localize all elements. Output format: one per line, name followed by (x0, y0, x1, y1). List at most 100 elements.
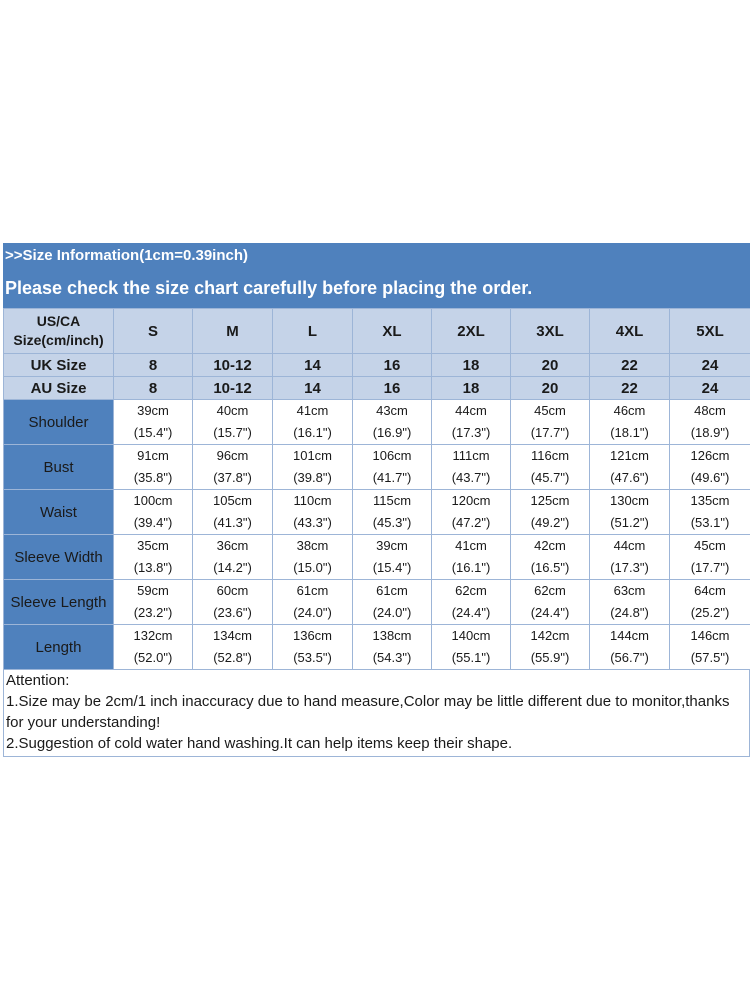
measurement-cell: 64cm (25.2") (669, 579, 750, 625)
measurement-cell: 91cm (35.8") (113, 444, 193, 490)
cm-value: 44cm (613, 538, 646, 553)
au-size-cell: 22 (589, 376, 670, 400)
measurement-cell: 96cm (37.8") (192, 444, 273, 490)
cm-value: 62cm (534, 583, 566, 598)
cm-value: 38cm (296, 538, 329, 553)
measurement-cell: 101cm (39.8") (272, 444, 353, 490)
measurement-row: Bust 91cm (35.8") 96cm (37.8") 101cm (39.8") 10… (3, 444, 750, 490)
inch-value: (23.2") (133, 605, 173, 620)
measurement-row: Sleeve Length 59cm (23.2") 60cm (23.6") 61cm (… (3, 579, 750, 625)
inch-value: (52.8") (213, 650, 252, 665)
cm-value: 62cm (455, 583, 487, 598)
measurement-cell: 46cm (18.1") (589, 399, 670, 445)
au-size-cell: 8 (113, 376, 193, 400)
inch-value: (55.9") (530, 650, 570, 665)
cm-value: 135cm (690, 493, 730, 508)
us-size-row: US/CA Size(cm/inch) S M L XL 2XL 3XL 4XL… (3, 308, 750, 354)
measurement-cell: 61cm (24.0") (352, 579, 432, 625)
inch-value: (17.7") (530, 425, 570, 440)
inch-value: (16.9") (372, 425, 412, 440)
measurement-cell: 115cm (45.3") (352, 489, 432, 535)
cm-value: 106cm (372, 448, 412, 463)
cm-value: 45cm (534, 403, 566, 418)
measurement-cell: 130cm (51.2") (589, 489, 670, 535)
size-header-cell: 3XL (510, 308, 590, 354)
cm-value: 130cm (609, 493, 650, 508)
inch-value: (24.0") (293, 605, 332, 620)
measurement-cell: 60cm (23.6") (192, 579, 273, 625)
measurement-cell: 146cm (57.5") (669, 624, 750, 670)
inch-value: (17.3") (451, 425, 491, 440)
size-header-cell: XL (352, 308, 432, 354)
cm-value: 35cm (137, 538, 169, 553)
attention-notes: Attention: 1.Size may be 2cm/1 inch inac… (3, 670, 750, 757)
cm-value: 115cm (372, 493, 412, 508)
inch-value: (52.0") (133, 650, 173, 665)
inch-value: (51.2") (610, 515, 649, 530)
cm-value: 45cm (694, 538, 726, 553)
cm-value: 100cm (133, 493, 173, 508)
inch-value: (24.8") (610, 605, 649, 620)
size-unit-label: Size(cm/inch) (13, 332, 104, 348)
measurement-cell: 43cm (16.9") (352, 399, 432, 445)
cm-value: 116cm (530, 448, 570, 463)
inch-value: (15.4") (372, 560, 412, 575)
measurement-cell: 41cm (16.1") (272, 399, 353, 445)
measurement-cell: 140cm (55.1") (431, 624, 511, 670)
uk-size-cell: 20 (510, 353, 590, 377)
au-size-cell: 14 (272, 376, 353, 400)
measurement-cell: 61cm (24.0") (272, 579, 353, 625)
uk-size-cell: 14 (272, 353, 353, 377)
cm-value: 105cm (212, 493, 253, 508)
cm-value: 39cm (376, 538, 408, 553)
attention-title: Attention: (6, 672, 70, 689)
size-header-cell: 4XL (589, 308, 670, 354)
cm-value: 39cm (137, 403, 169, 418)
measurement-cell: 106cm (41.7") (352, 444, 432, 490)
cm-value: 91cm (137, 448, 169, 463)
cm-value: 126cm (690, 448, 730, 463)
cm-value: 59cm (137, 583, 169, 598)
measurement-cell: 138cm (54.3") (352, 624, 432, 670)
measurement-cell: 62cm (24.4") (431, 579, 511, 625)
measurement-cell: 135cm (53.1") (669, 489, 750, 535)
cm-value: 120cm (451, 493, 491, 508)
measurement-label: Length (3, 624, 114, 670)
inch-value: (23.6") (213, 605, 252, 620)
inch-value: (15.0") (293, 560, 332, 575)
size-info-header: >>Size Information(1cm=0.39inch) (3, 243, 750, 268)
size-header-cell: S (113, 308, 193, 354)
measurement-cell: 111cm (43.7") (431, 444, 511, 490)
au-size-cell: 10-12 (192, 376, 273, 400)
cm-value: 48cm (694, 403, 726, 418)
inch-value: (18.1") (610, 425, 649, 440)
measurement-label: Waist (3, 489, 114, 535)
inch-value: (41.3") (213, 515, 252, 530)
cm-value: 138cm (372, 628, 412, 643)
inch-value: (15.4") (133, 425, 173, 440)
inch-value: (47.2") (451, 515, 491, 530)
cm-value: 111cm (452, 448, 490, 463)
measurement-row: Sleeve Width 35cm (13.8") 36cm (14.2") 38cm (1… (3, 534, 750, 580)
cm-value: 64cm (694, 583, 726, 598)
cm-value: 40cm (216, 403, 249, 418)
inch-value: (15.7") (213, 425, 252, 440)
inch-value: (53.1") (690, 515, 730, 530)
au-size-cell: 18 (431, 376, 511, 400)
measurement-row: Length 132cm (52.0") 134cm (52.8") 136cm (53.5… (3, 624, 750, 670)
measurement-cell: 45cm (17.7") (510, 399, 590, 445)
size-table-body: US/CA Size(cm/inch) S M L XL 2XL 3XL 4XL… (3, 308, 750, 670)
measurement-cell: 142cm (55.9") (510, 624, 590, 670)
inch-value: (53.5") (293, 650, 332, 665)
cm-value: 61cm (376, 583, 408, 598)
cm-value: 41cm (455, 538, 487, 553)
cm-value: 140cm (451, 628, 491, 643)
size-table: US/CA Size(cm/inch) S M L XL 2XL 3XL 4XL… (3, 308, 750, 670)
cm-value: 134cm (212, 628, 253, 643)
measurement-label: Shoulder (3, 399, 114, 445)
au-size-label: AU Size (3, 376, 114, 400)
attention-note-1: 1.Size may be 2cm/1 inch inaccuracy due … (6, 693, 730, 731)
attention-note-2: 2.Suggestion of cold water hand washing.… (6, 735, 513, 752)
measurement-cell: 100cm (39.4") (113, 489, 193, 535)
measurement-cell: 41cm (16.1") (431, 534, 511, 580)
